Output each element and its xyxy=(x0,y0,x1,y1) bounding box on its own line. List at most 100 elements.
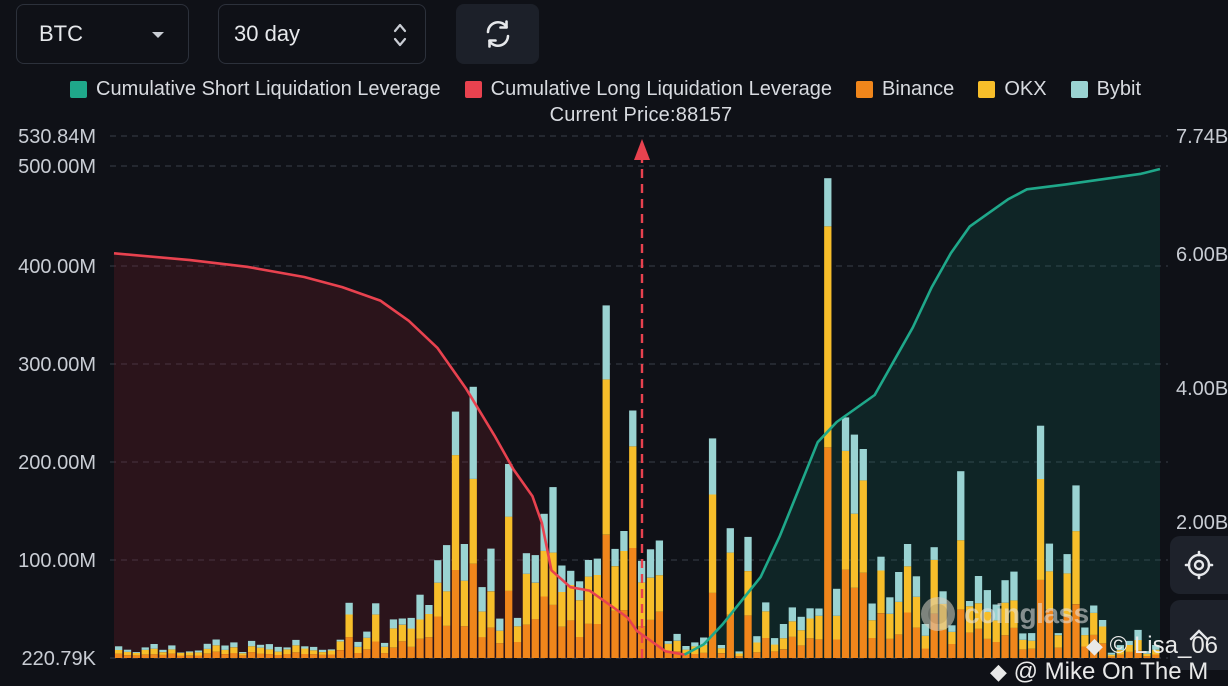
bar-okx xyxy=(673,641,680,652)
bar-bybit xyxy=(665,641,672,644)
bar-okx xyxy=(523,574,530,625)
bar-okx xyxy=(425,614,432,637)
bar-okx xyxy=(567,585,574,620)
bar-bybit xyxy=(931,547,938,560)
bar-binance xyxy=(514,642,521,658)
bar-binance xyxy=(806,638,813,658)
liquidation-chart[interactable]: 530.84M500.00M400.00M300.00M200.00M100.0… xyxy=(0,0,1228,670)
bar-binance xyxy=(727,615,734,658)
bar-bybit xyxy=(115,646,122,650)
bar-okx xyxy=(647,578,654,620)
bar-okx xyxy=(275,652,282,655)
bar-binance xyxy=(443,626,450,658)
bar-bybit xyxy=(904,544,911,566)
bar-okx xyxy=(753,643,760,653)
bar-bybit xyxy=(478,587,485,611)
bar-bybit xyxy=(886,597,893,614)
bar-binance xyxy=(354,653,361,658)
bar-bybit xyxy=(221,646,228,650)
bar-okx xyxy=(532,583,539,619)
bar-bybit xyxy=(124,650,131,652)
credit-text: @ Mike On The M xyxy=(1014,658,1209,685)
bar-binance xyxy=(470,564,477,658)
bar-okx xyxy=(399,625,406,642)
bar-okx xyxy=(576,600,583,637)
bar-bybit xyxy=(771,638,778,645)
bar-bybit xyxy=(842,417,849,451)
bar-okx xyxy=(443,591,450,626)
bar-bybit xyxy=(815,609,822,616)
bar-okx xyxy=(319,652,326,655)
bar-bybit xyxy=(195,651,202,653)
bar-binance xyxy=(948,644,955,658)
bar-okx xyxy=(150,649,157,655)
bar-okx xyxy=(124,652,131,655)
bar-binance xyxy=(771,651,778,658)
left-axis-tick: 530.84M xyxy=(18,126,96,148)
bar-binance xyxy=(115,654,122,658)
bar-bybit xyxy=(142,647,149,650)
bar-bybit xyxy=(275,647,282,652)
bar-binance xyxy=(425,637,432,658)
bar-binance xyxy=(594,624,601,658)
bar-bybit xyxy=(283,647,290,649)
bar-okx xyxy=(363,638,370,650)
bar-bybit xyxy=(452,412,459,456)
credit-line-2: ◆ @ Mike On The M xyxy=(990,658,1208,686)
bar-binance xyxy=(718,653,725,658)
bar-bybit xyxy=(416,595,423,620)
bar-okx xyxy=(514,626,521,642)
bar-bybit xyxy=(647,549,654,577)
bar-binance xyxy=(461,626,468,658)
bar-bybit xyxy=(727,528,734,552)
bar-bybit xyxy=(1072,485,1079,531)
bar-bybit xyxy=(319,650,326,652)
bar-okx xyxy=(266,649,273,654)
bar-bybit xyxy=(292,640,299,645)
bar-binance xyxy=(248,652,255,658)
bar-binance xyxy=(328,655,335,659)
bar-bybit xyxy=(1090,606,1097,613)
bar-okx xyxy=(195,652,202,655)
bar-okx xyxy=(487,591,494,627)
bar-binance xyxy=(275,655,282,658)
bar-okx xyxy=(452,455,459,570)
bar-bybit xyxy=(257,645,264,648)
bar-okx xyxy=(1028,641,1035,649)
binance-logo-icon: ◆ xyxy=(990,659,1007,684)
bar-bybit xyxy=(461,544,468,581)
bar-binance xyxy=(257,654,264,658)
bar-bybit xyxy=(301,646,308,648)
left-axis-tick: 220.79K xyxy=(21,648,96,670)
bar-binance xyxy=(523,625,530,658)
bar-okx xyxy=(877,570,884,613)
bar-binance xyxy=(124,655,131,658)
bar-binance xyxy=(1028,649,1035,658)
bar-okx xyxy=(115,650,122,654)
settings-button[interactable] xyxy=(1170,536,1228,594)
bar-binance xyxy=(399,641,406,658)
watermark-text: coinglass xyxy=(964,598,1089,630)
bar-okx xyxy=(780,638,787,649)
bar-okx xyxy=(372,615,379,642)
bar-binance xyxy=(629,548,636,658)
bar-bybit xyxy=(594,559,601,575)
credit-line-1: ◆ © Lisa_06 xyxy=(1086,632,1218,660)
bar-binance xyxy=(221,654,228,658)
bar-binance xyxy=(292,652,299,658)
bar-okx xyxy=(736,654,743,657)
current-price-arrow-icon xyxy=(634,139,650,160)
bar-okx xyxy=(718,648,725,653)
bar-binance xyxy=(815,639,822,658)
bar-binance xyxy=(150,654,157,658)
left-axis-tick: 200.00M xyxy=(18,452,96,474)
bar-bybit xyxy=(248,641,255,646)
bar-okx xyxy=(292,645,299,652)
bar-okx xyxy=(922,636,929,649)
bar-binance xyxy=(283,654,290,658)
bar-okx xyxy=(1019,640,1026,650)
bar-binance xyxy=(904,613,911,659)
right-axis-tick: 6.00B xyxy=(1176,244,1228,266)
bar-binance xyxy=(984,639,991,658)
bar-bybit xyxy=(620,531,627,551)
